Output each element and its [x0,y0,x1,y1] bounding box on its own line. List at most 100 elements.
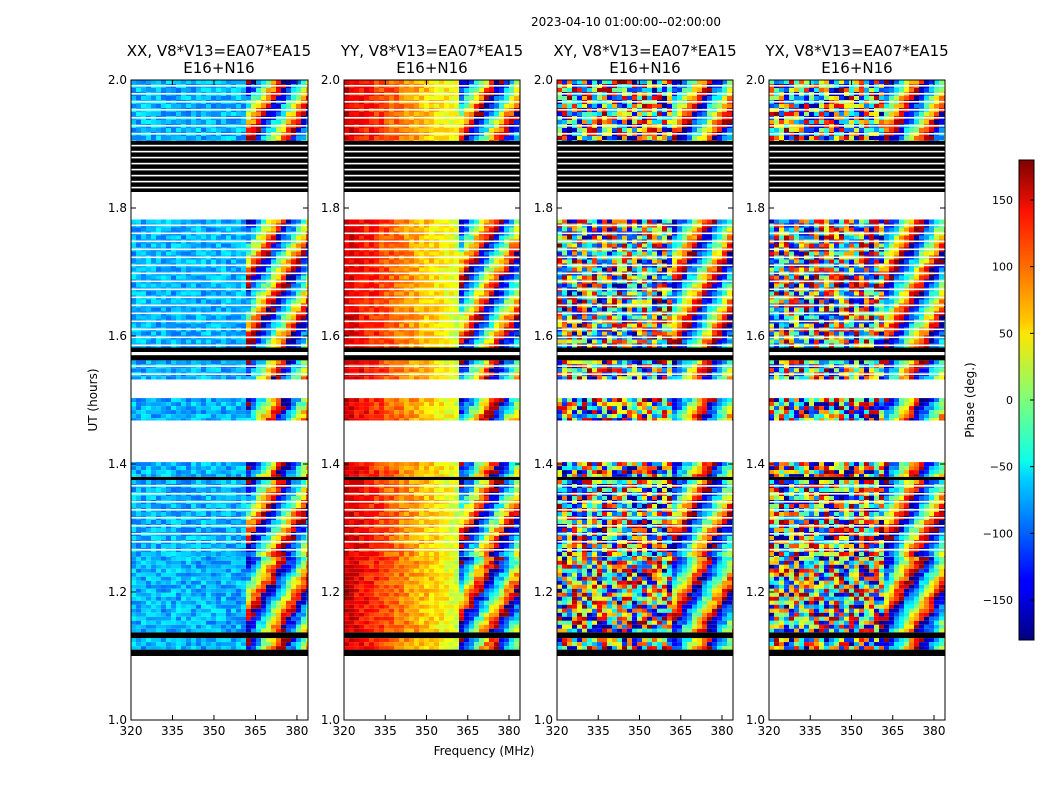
heatmap-cell [246,283,251,288]
heatmap-cell [201,376,206,380]
heatmap-cell [374,608,379,613]
heatmap-cell [364,642,369,647]
heatmap-cell [161,259,166,264]
heatmap-cell [161,331,166,336]
heatmap-cell [226,596,231,601]
heatmap-cell [216,504,221,508]
heatmap-cell [469,646,474,650]
heatmap-cell [196,584,201,589]
heatmap-cell [281,512,286,516]
heatmap-cell [399,646,404,650]
heatmap-cell [424,556,429,561]
heatmap-cell [211,104,216,108]
heatmap-cell [206,568,211,573]
heatmap-cell [414,628,419,633]
heatmap-cell [399,638,404,643]
heatmap-cell [166,398,171,403]
heatmap-cell [306,604,308,609]
heatmap-cell [354,576,359,581]
missing-data-line [131,525,308,527]
flagged-block [344,649,520,656]
heatmap-cell [301,604,306,609]
heatmap-cell [344,646,349,650]
heatmap-cell [409,592,414,597]
heatmap-cell [191,331,196,336]
heatmap-cell [374,588,379,593]
heatmap-cell [226,638,231,643]
heatmap-cell [296,140,301,141]
heatmap-cell [131,620,136,625]
heatmap-cell [181,480,186,484]
heatmap-cell [271,512,276,516]
heatmap-cell [251,235,256,240]
heatmap-cell [156,560,161,565]
heatmap-cell [306,339,308,344]
heatmap-cell [414,620,419,625]
heatmap-cell [131,528,136,532]
heatmap-cell [276,466,281,471]
heatmap-cell [494,496,499,500]
heatmap-cell [271,235,276,240]
heatmap-cell [226,604,231,609]
heatmap-cell [369,596,374,601]
heatmap-cell [241,307,246,312]
heatmap-cell [286,496,291,500]
heatmap-cell [359,612,364,617]
heatmap-cell [454,624,459,629]
heatmap-cell [409,572,414,577]
heatmap-cell [394,628,399,633]
heatmap-cell [266,418,271,421]
heatmap-cell [136,331,141,336]
heatmap-cell [156,604,161,609]
heatmap-cell [141,128,146,132]
heatmap-cell [191,243,196,248]
heatmap-cell [499,616,504,621]
heatmap-cell [479,628,484,633]
heatmap-cell [166,291,171,296]
heatmap-cell [251,291,256,296]
heatmap-cell [201,323,206,328]
heatmap-cell [499,560,504,565]
heatmap-cell [364,584,369,589]
heatmap-cell [444,592,449,597]
heatmap-cell [186,628,191,633]
heatmap-cell [266,592,271,597]
heatmap-cell [306,140,308,141]
heatmap-cell [301,136,306,140]
heatmap-cell [296,243,301,248]
heatmap-cell [186,616,191,621]
heatmap-cell [166,96,171,100]
heatmap-cell [151,360,156,365]
heatmap-cell [489,480,494,484]
heatmap-cell [156,466,161,471]
heatmap-cell [171,638,176,643]
heatmap-cell [286,470,291,475]
heatmap-cell [251,474,256,477]
heatmap-cell [206,120,211,124]
heatmap-cell [246,576,251,581]
heatmap-cell [296,323,301,328]
heatmap-cell [231,608,236,613]
heatmap-cell [504,628,509,633]
heatmap-cell [231,360,236,365]
heatmap-cell [434,488,439,492]
heatmap-cell [221,235,226,240]
heatmap-cell [286,368,291,373]
heatmap-cell [271,564,276,569]
heatmap-cell [236,564,241,569]
heatmap-cell [266,368,271,373]
heatmap-cell [394,616,399,621]
heatmap-cell [404,596,409,601]
heatmap-cell [236,398,241,403]
heatmap-cell [211,474,216,477]
heatmap-cell [256,480,261,484]
heatmap-cell [404,572,409,577]
heatmap-cell [276,592,281,597]
heatmap-cell [216,474,221,477]
heatmap-cell [394,588,399,593]
heatmap-cell [201,608,206,613]
heatmap-cell [344,612,349,617]
heatmap-cell [379,616,384,621]
heatmap-cell [246,624,251,629]
heatmap-cell [301,608,306,613]
